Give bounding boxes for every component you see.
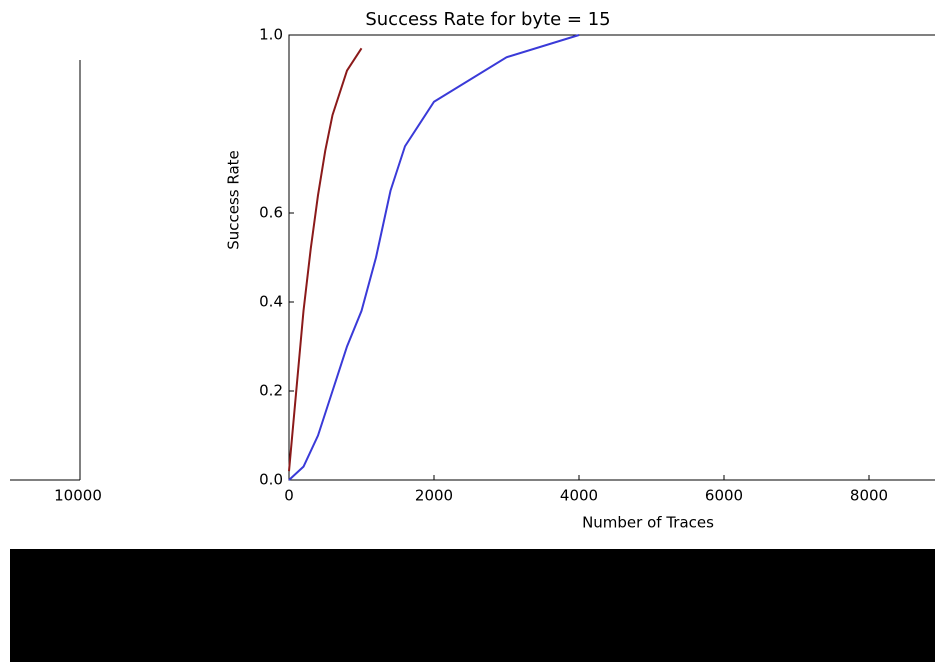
y-tick-label: 1.0 — [259, 26, 283, 44]
x-tick-label: 0 — [284, 487, 294, 505]
black-block — [10, 549, 935, 662]
plot-frame — [288, 34, 935, 481]
y-tick-label: 0.6 — [259, 204, 283, 222]
x-tick-label: 4000 — [560, 487, 598, 505]
x-axis-label: Number of Traces — [582, 514, 714, 532]
series-line — [288, 47, 363, 472]
x-tick-label: 6000 — [705, 487, 743, 505]
y-tick-label: 0.0 — [259, 471, 283, 489]
y-axis-label: Success Rate — [225, 150, 243, 250]
y-tick-label: 0.2 — [259, 382, 283, 400]
y-tick-label: 0.4 — [259, 293, 283, 311]
chart-title: Success Rate for byte = 15 — [365, 9, 610, 30]
series-line — [288, 34, 580, 481]
x-tick-label: 2000 — [415, 487, 453, 505]
ghost-tick-label: 10000 — [54, 487, 102, 505]
x-tick-label: 8000 — [850, 487, 888, 505]
